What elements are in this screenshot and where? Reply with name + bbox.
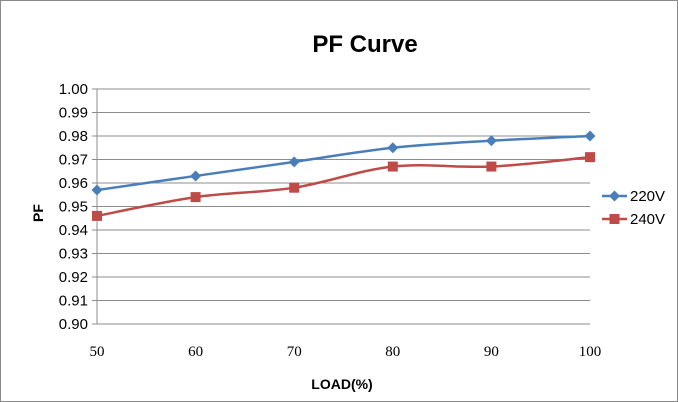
y-tick-label: 0.90 xyxy=(59,316,88,333)
legend-marker-220V xyxy=(609,190,620,202)
series-lines xyxy=(91,130,596,221)
x-tick-label: 70 xyxy=(287,344,302,360)
data-point-240V xyxy=(387,161,398,172)
x-axis-title: LOAD(%) xyxy=(311,376,372,392)
y-tick-label: 0.93 xyxy=(59,246,88,263)
series-line-240V xyxy=(96,155,591,218)
data-point-240V xyxy=(190,192,201,203)
legend-label-220V: 220V xyxy=(630,188,665,205)
series-line-220V xyxy=(96,134,591,192)
y-tick-label: 0.94 xyxy=(59,222,88,239)
y-tick-label: 1.00 xyxy=(59,81,88,98)
legend-label-240V: 240V xyxy=(630,211,665,228)
x-tick-label: 100 xyxy=(579,344,602,360)
axes xyxy=(92,88,590,325)
y-tick-label: 0.96 xyxy=(59,175,88,192)
data-point-220V xyxy=(387,142,399,154)
y-tick-label: 0.99 xyxy=(59,105,88,122)
legend-marker-240V xyxy=(609,214,620,224)
gridlines xyxy=(97,88,590,301)
y-tick-labels: 0.90 0.91 0.92 0.93 0.94 0.95 0.96 0.97 0.98 0.99… xyxy=(59,81,88,333)
data-point-240V xyxy=(585,152,595,163)
data-point-240V xyxy=(486,161,497,172)
chart-title: PF Curve xyxy=(312,31,417,58)
data-point-220V xyxy=(288,156,300,168)
y-tick-label: 0.98 xyxy=(59,128,88,145)
y-axis-title: PF xyxy=(30,204,46,222)
data-point-220V xyxy=(584,130,596,142)
data-point-240V xyxy=(92,210,102,221)
y-tick-label: 0.91 xyxy=(59,293,88,310)
x-tick-label: 50 xyxy=(90,344,105,360)
x-tick-label: 60 xyxy=(188,344,203,360)
data-point-220V xyxy=(91,184,103,196)
data-point-240V xyxy=(289,182,300,193)
x-tick-label: 90 xyxy=(484,344,499,360)
data-point-220V xyxy=(485,135,497,147)
y-tick-label: 0.95 xyxy=(59,199,88,216)
legend: 220V 240V xyxy=(602,188,665,228)
y-tick-label: 0.97 xyxy=(59,152,88,169)
data-point-220V xyxy=(190,170,202,182)
y-tick-label: 0.92 xyxy=(59,269,88,286)
x-tick-label: 80 xyxy=(385,344,400,360)
x-tick-labels: 50 60 70 80 90 100 xyxy=(90,344,602,360)
